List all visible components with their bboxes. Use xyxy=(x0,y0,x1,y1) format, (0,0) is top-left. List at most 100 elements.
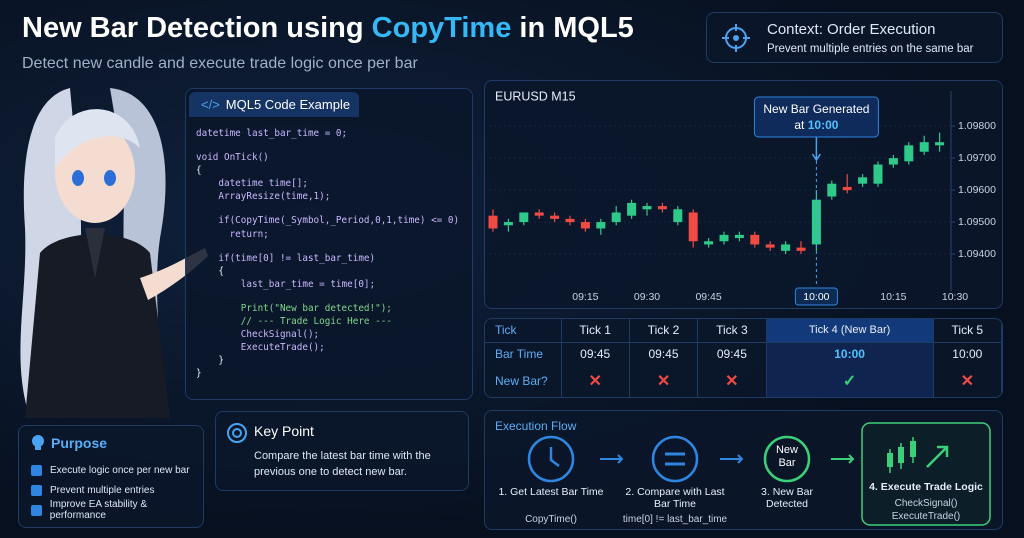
key-point-title: Key Point xyxy=(254,423,314,439)
candle-body xyxy=(704,241,714,245)
step-code: ExecuteTrade() xyxy=(891,511,961,522)
table-row: New Bar? ✕ ✕ ✕ ✓ ✕ xyxy=(485,365,1002,397)
step-code: CopyTime() xyxy=(525,514,577,525)
candle-body xyxy=(596,222,606,229)
table-row: Bar Time 09:45 09:45 09:45 10:00 10:00 xyxy=(485,342,1002,366)
title-highlight: CopyTime xyxy=(371,12,512,44)
candle-body xyxy=(873,164,883,184)
flow-arrow xyxy=(831,454,855,464)
row-label: New Bar? xyxy=(485,365,562,397)
candle-body xyxy=(765,244,775,248)
clock-hands xyxy=(549,447,560,467)
code-line: { xyxy=(196,265,224,277)
code-line: return; xyxy=(196,228,269,240)
code-tab: </> MQL5 Code Example xyxy=(189,92,359,117)
tick-table-panel: Tick Tick 1 Tick 2 Tick 3 Tick 4 (New Bar) Ti… xyxy=(484,318,1003,398)
code-line: } xyxy=(196,355,224,367)
clock-icon xyxy=(527,435,575,483)
target-icon xyxy=(722,24,750,52)
column-header: Tick 5 xyxy=(933,319,1002,343)
candle-body xyxy=(642,206,652,210)
candle-body xyxy=(534,212,544,216)
x-tick-label: 10:00 xyxy=(803,291,829,303)
candle-body xyxy=(827,183,837,197)
candle-body xyxy=(627,202,637,216)
candle-body xyxy=(673,209,683,223)
context-text: Prevent multiple entries on the same bar xyxy=(767,43,974,55)
title-suffix: in MQL5 xyxy=(511,12,634,44)
annotation-arrow xyxy=(811,137,822,162)
candle-body xyxy=(781,244,791,251)
table-cell: 10:00 xyxy=(933,342,1002,366)
y-tick-label: 1.09800 xyxy=(958,120,996,132)
row-label: Bar Time xyxy=(485,342,562,366)
execute-box xyxy=(861,422,991,526)
annotation-prefix: at xyxy=(794,118,807,132)
purpose-box: Purpose Execute logic once per new bar Pr… xyxy=(18,425,204,528)
step-label: 2. Compare with Last Bar Time xyxy=(625,486,725,510)
table-cell: ✕ xyxy=(629,365,699,397)
code-line: CheckSignal(); xyxy=(196,329,320,341)
purpose-text: Prevent multiple entries xyxy=(50,484,155,496)
x-label-highlight xyxy=(794,287,838,306)
flow-arrow xyxy=(720,454,744,464)
code-icon: </> xyxy=(201,97,220,112)
code-block: if(time[0] != last_bar_time) { last_bar_… xyxy=(196,252,459,291)
x-tick-label: 10:30 xyxy=(942,291,968,303)
candle-body xyxy=(904,145,914,162)
annotation-line1: New Bar Generated xyxy=(763,102,869,116)
bulb-icon xyxy=(32,435,44,450)
step-label: 4. Execute Trade Logic xyxy=(869,481,983,493)
purpose-item: Execute logic once per new bar xyxy=(31,460,203,480)
code-line: { xyxy=(196,165,202,177)
candle-body xyxy=(719,234,729,242)
key-point-icon xyxy=(227,423,247,443)
candle-body xyxy=(565,218,575,223)
x-tick-label: 09:15 xyxy=(572,291,598,303)
x-tick-label: 09:30 xyxy=(634,291,660,303)
equals-sign xyxy=(665,452,685,466)
step-label: 3. New Bar Detected xyxy=(761,486,813,510)
title: New Bar Detection using CopyTime in MQL5 xyxy=(22,12,634,45)
table-cell: 09:45 xyxy=(697,342,767,366)
table-cell: 10:00 xyxy=(766,342,934,366)
candle-body xyxy=(935,142,945,146)
candle-body xyxy=(503,222,513,226)
candle-body xyxy=(888,158,898,165)
code-title: MQL5 Code Example xyxy=(225,97,351,112)
check-icon xyxy=(31,504,42,516)
code-line: void OnTick() xyxy=(196,152,269,164)
table-corner: Tick xyxy=(485,319,562,343)
table-cell: ✕ xyxy=(933,365,1002,397)
candle-body xyxy=(734,234,744,239)
execute-arrow xyxy=(926,445,949,468)
code-line: last_bar_time = time[0]; xyxy=(196,278,376,290)
candle-body xyxy=(519,212,529,223)
candle-body xyxy=(919,142,929,152)
new-bar-icon-text: New Bar xyxy=(775,444,798,469)
code-block: void OnTick(){ datetime time[]; ArrayRes… xyxy=(196,151,459,203)
code-panel: </> MQL5 Code Example datetime last_bar_t… xyxy=(185,88,473,400)
flow-title: Execution Flow xyxy=(495,419,577,433)
code-line: if(CopyTime(_Symbol,_Period,0,1,time) <=… xyxy=(196,215,460,227)
context-box: Context: Order Execution Prevent multipl… xyxy=(706,12,1003,63)
y-tick-label: 1.09400 xyxy=(958,248,996,260)
step-code: CheckSignal() xyxy=(894,498,958,509)
check-icon xyxy=(31,484,42,496)
candle-body xyxy=(488,215,498,229)
character-illustration xyxy=(20,88,208,418)
tick-table: Tick Tick 1 Tick 2 Tick 3 Tick 4 (New Bar) Ti… xyxy=(485,319,1002,397)
check-icon xyxy=(31,464,42,476)
y-tick-label: 1.09500 xyxy=(958,216,996,228)
candle-body xyxy=(580,222,590,229)
purpose-list: Execute logic once per new bar Prevent mu… xyxy=(31,460,203,521)
code-line: Print("New bar detected!"); xyxy=(196,302,392,314)
candle-body xyxy=(750,234,760,245)
purpose-item: Improve EA stability & performance xyxy=(31,499,203,521)
code-block: Print("New bar detected!"); // --- Trade… xyxy=(196,302,459,381)
code-line: // --- Trade Logic Here --- xyxy=(196,316,392,328)
x-tick-label: 10:15 xyxy=(880,291,906,303)
flow-arrow xyxy=(600,454,624,464)
purpose-text: Improve EA stability & performance xyxy=(49,499,148,521)
